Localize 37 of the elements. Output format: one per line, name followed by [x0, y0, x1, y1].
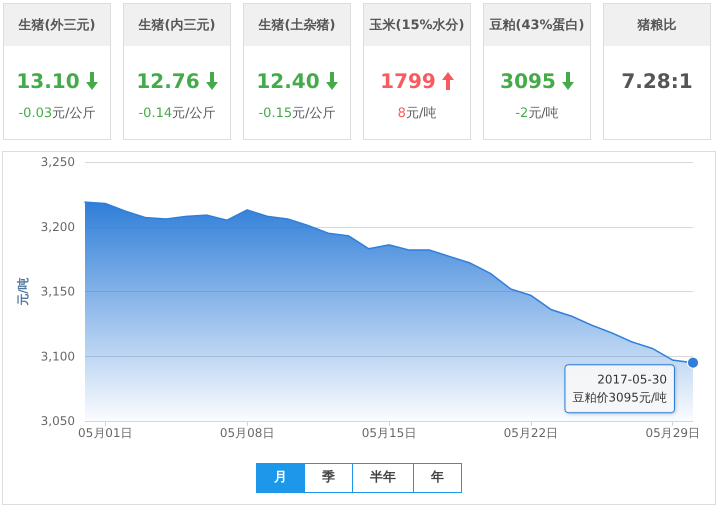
data-label: -2 — [515, 106, 528, 121]
text: 7.28:1 — [621, 68, 693, 94]
data-label: -0.15 — [258, 106, 292, 121]
text: 豆粕(43%蛋白) — [484, 4, 590, 46]
text: 12.40 — [256, 68, 320, 94]
x-tick-label: 05月22日 — [504, 426, 558, 440]
x-tick-label: 05月29日 — [645, 426, 700, 440]
y-axis-title: 元/吨 — [16, 277, 30, 307]
range-button[interactable]: 季 — [304, 463, 353, 493]
text: 3095 — [500, 68, 556, 94]
data-label: 8 — [398, 106, 406, 121]
text: 元/公斤 — [172, 106, 216, 121]
x-tick-label: 05月08日 — [220, 426, 274, 440]
text: 13.10 — [16, 68, 80, 94]
text: 元/吨 — [528, 106, 559, 121]
y-tick-label: 3,050 — [40, 414, 75, 428]
text: 元/吨 — [406, 106, 436, 121]
y-tick-label: 3,200 — [40, 220, 75, 234]
x-tick-label: 05月15日 — [362, 426, 416, 440]
y-tick-label: 3,150 — [40, 284, 75, 298]
data-label: -0.03 — [18, 106, 52, 121]
text: 生猪(土杂猪) — [244, 4, 350, 46]
x-tick-label: 05月01日 — [78, 426, 133, 440]
text: 生猪(内三元) — [124, 4, 230, 46]
annotation: 2017-05-30 豆粕价3095元/吨 — [572, 372, 667, 405]
range-button[interactable]: 年 — [413, 463, 462, 493]
text: 1799 — [380, 68, 436, 94]
text: 生猪(外三元) — [4, 4, 110, 46]
range-button[interactable]: 半年 — [352, 463, 414, 493]
data-label: -0.14 — [138, 106, 172, 121]
text: 元/公斤 — [52, 106, 96, 121]
text: 元/公斤 — [292, 106, 336, 121]
y-tick-label: 3,250 — [40, 155, 75, 169]
text: 12.76 — [136, 68, 200, 94]
text: 玉米(15%水分) — [364, 4, 470, 46]
y-tick-label: 3,100 — [40, 349, 75, 364]
text: 猪粮比 — [604, 4, 710, 46]
